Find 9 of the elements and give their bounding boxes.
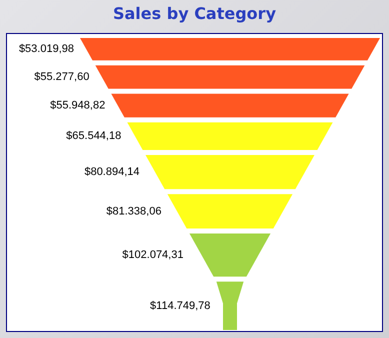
data-label: $55.277,60 [34,71,90,84]
data-label: $53.019,98 [18,43,74,56]
text: Sales by Category [112,4,277,23]
data-label: $102.074,31 [122,249,184,262]
data-label: $81.338,06 [106,205,162,218]
data-label: $65.544,18 [66,130,122,142]
data-label: $114.749,78 [150,300,210,312]
data-label: $55.948,82 [50,100,106,112]
data-label: $80.894,14 [84,166,140,178]
